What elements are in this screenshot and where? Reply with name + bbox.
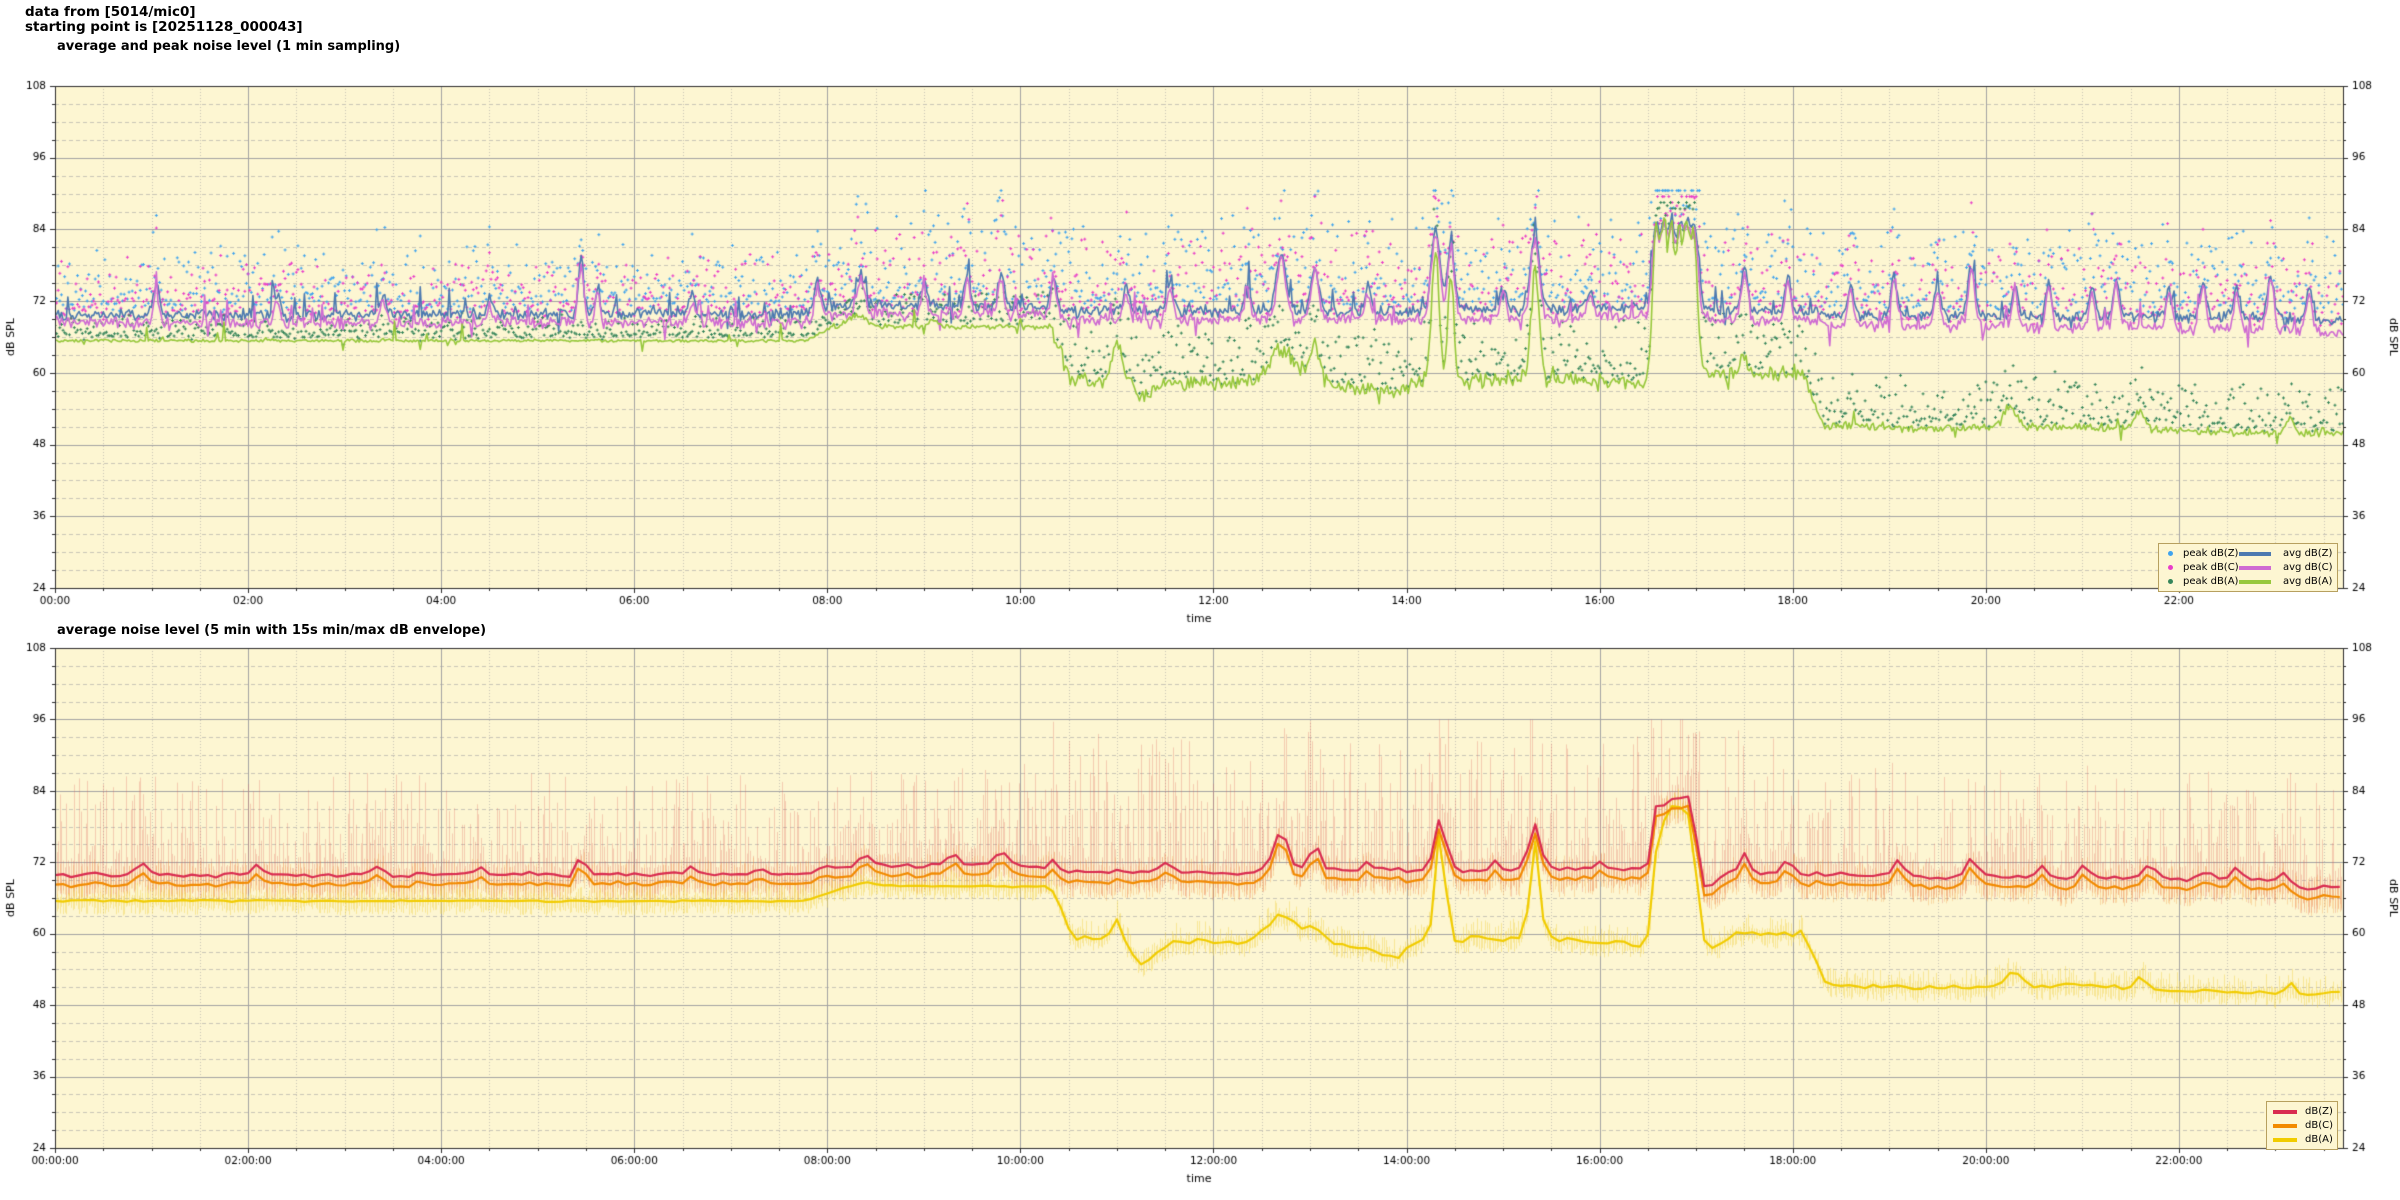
legend-label: dB(C) [2305,1120,2333,1131]
legend-line-icon [2273,1137,2297,1142]
chart1-legend: peak dB(Z) avg dB(Z) peak dB(C) avg dB(C) pe… [2158,543,2338,592]
legend-line-icon [2239,579,2271,584]
header-start-line: starting point is [20251128_000043] [25,19,303,35]
legend-label: avg dB(Z) [2283,548,2333,559]
chart1-title: average and peak noise level (1 min samp… [57,39,401,54]
chart2-title: average noise level (5 min with 15s min/… [57,623,487,638]
header-source-line: data from [5014/mic0] [25,4,196,20]
legend-label: dB(Z) [2305,1106,2333,1117]
chart2-legend: dB(Z) dB(C) dB(A) [2266,1101,2338,1150]
legend-label: dB(A) [2305,1134,2333,1145]
legend-label: avg dB(A) [2283,576,2333,587]
header: data from [5014/mic0] starting point is … [25,5,303,35]
legend-line-icon [2239,551,2271,556]
legend-line-icon [2273,1123,2297,1128]
legend-dot-icon [2168,565,2173,570]
legend-line-icon [2239,565,2271,570]
legend-label: avg dB(C) [2283,562,2333,573]
legend-label: peak dB(C) [2183,562,2239,573]
legend-dot-icon [2168,579,2173,584]
legend-label: peak dB(Z) [2183,548,2239,559]
legend-label: peak dB(A) [2183,576,2239,587]
legend-line-icon [2273,1109,2297,1114]
legend-dot-icon [2168,551,2173,556]
